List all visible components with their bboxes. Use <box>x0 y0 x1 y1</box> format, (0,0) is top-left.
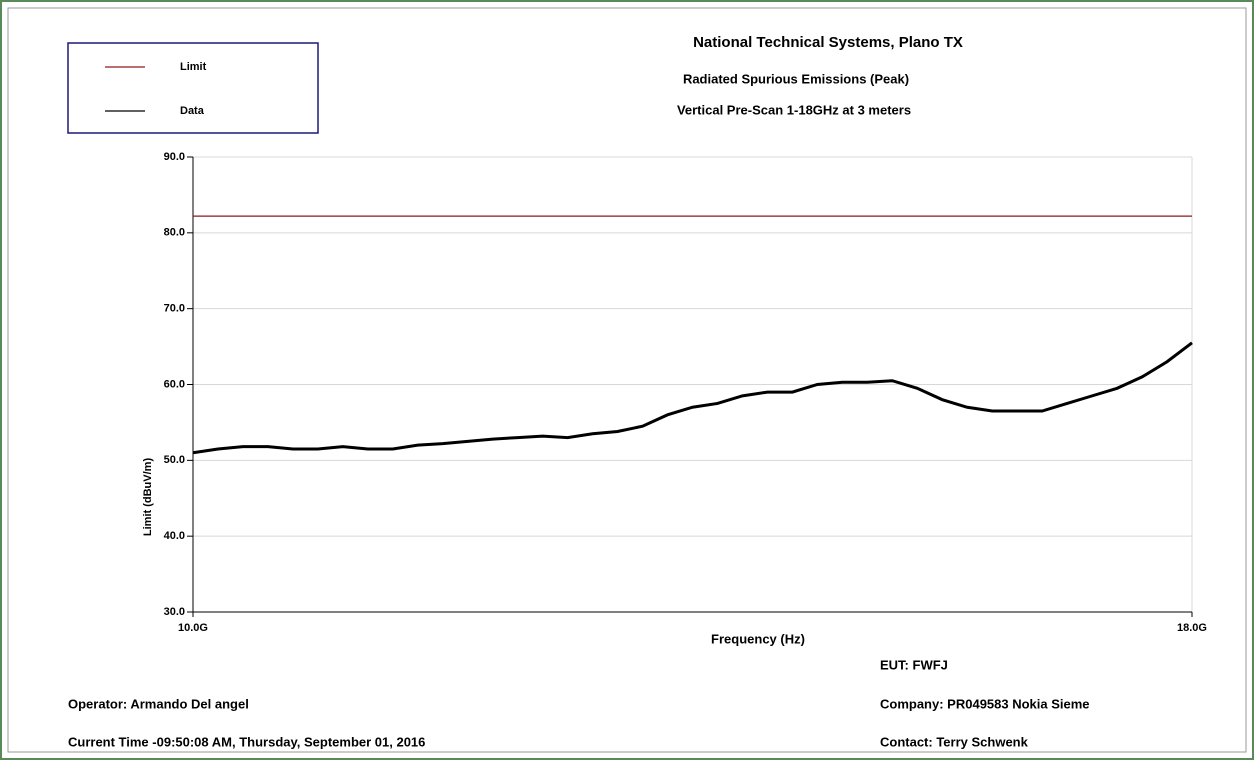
inner-frame <box>7 7 1247 753</box>
footer-contact: Contact: Terry Schwenk <box>880 734 1029 749</box>
y-tick-label: 80.0 <box>164 227 185 239</box>
y-tick-label: 40.0 <box>164 530 185 542</box>
x-axis-label: Frequency (Hz) <box>711 631 805 646</box>
footer-time: Current Time -09:50:08 AM, Thursday, Sep… <box>68 734 425 749</box>
y-tick-label: 30.0 <box>164 606 185 618</box>
legend-box <box>67 42 319 134</box>
legend-label: Limit <box>180 61 207 73</box>
y-tick-label: 60.0 <box>164 378 185 390</box>
subtitle: Vertical Pre-Scan 1-18GHz at 3 meters <box>677 102 911 117</box>
x-tick-label: 18.0G <box>1177 622 1207 634</box>
y-tick-label: 90.0 <box>164 151 185 163</box>
legend-label: Data <box>180 105 205 117</box>
y-axis-label: Limit (dBuV/m) <box>142 458 154 537</box>
series-line <box>192 341 1193 455</box>
footer-company: Company: PR049583 Nokia Sieme <box>880 696 1090 711</box>
footer-operator: Operator: Armando Del angel <box>68 696 249 711</box>
y-tick-label: 70.0 <box>164 303 185 315</box>
subtitle: Radiated Spurious Emissions (Peak) <box>683 71 909 86</box>
chart-title: National Technical Systems, Plano TX <box>693 34 963 51</box>
footer-eut: EUT: FWFJ <box>880 657 948 672</box>
y-tick-label: 50.0 <box>164 454 185 466</box>
x-tick-label: 10.0G <box>178 622 208 634</box>
